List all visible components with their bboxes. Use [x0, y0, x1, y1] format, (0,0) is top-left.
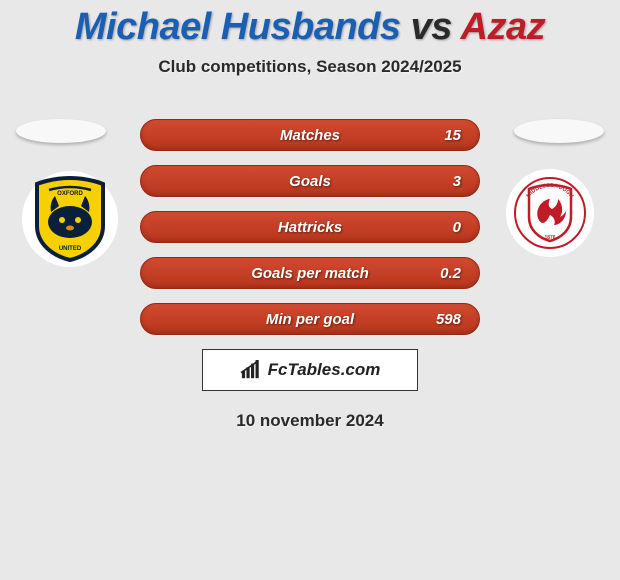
stat-value: 15 [421, 127, 461, 144]
oxford-united-crest-icon: OXFORD UNITED [31, 176, 109, 262]
stat-label: Min per goal [199, 311, 421, 328]
player2-marker-ellipse [514, 119, 604, 143]
stat-bar: Min per goal 598 [140, 303, 480, 335]
stat-bar: Matches 15 [140, 119, 480, 151]
brand-badge: FcTables.com [202, 349, 418, 391]
stat-bar: Goals per match 0.2 [140, 257, 480, 289]
stat-value: 598 [421, 311, 461, 328]
stat-value: 0 [421, 219, 461, 236]
stat-label: Hattricks [199, 219, 421, 236]
stats-section: OXFORD UNITED MIDDLESBROUGH 1876 Matches… [0, 119, 620, 431]
club-badge-left: OXFORD UNITED [22, 171, 118, 267]
stat-value: 3 [421, 173, 461, 190]
stat-bars: Matches 15 Goals 3 Hattricks 0 Goals per… [140, 119, 480, 335]
player1-name: Michael Husbands [75, 6, 401, 48]
svg-text:UNITED: UNITED [59, 246, 82, 252]
stat-bar: Hattricks 0 [140, 211, 480, 243]
page-title: Michael Husbands vs Azaz [0, 0, 620, 49]
subtitle: Club competitions, Season 2024/2025 [0, 57, 620, 77]
club-badge-right: MIDDLESBROUGH 1876 [506, 169, 594, 257]
player2-name: Azaz [461, 6, 546, 48]
brand-text: FcTables.com [268, 360, 381, 380]
player1-marker-ellipse [16, 119, 106, 143]
stat-label: Matches [199, 127, 421, 144]
middlesbrough-crest-icon: MIDDLESBROUGH 1876 [514, 175, 586, 251]
stat-value: 0.2 [421, 265, 461, 282]
stat-bar: Goals 3 [140, 165, 480, 197]
svg-text:1876: 1876 [544, 235, 555, 241]
vs-separator: vs [411, 6, 452, 48]
chart-bars-icon [240, 360, 262, 380]
stat-label: Goals per match [199, 265, 421, 282]
svg-text:OXFORD: OXFORD [57, 191, 83, 197]
date-text: 10 november 2024 [0, 411, 620, 431]
stat-label: Goals [199, 173, 421, 190]
